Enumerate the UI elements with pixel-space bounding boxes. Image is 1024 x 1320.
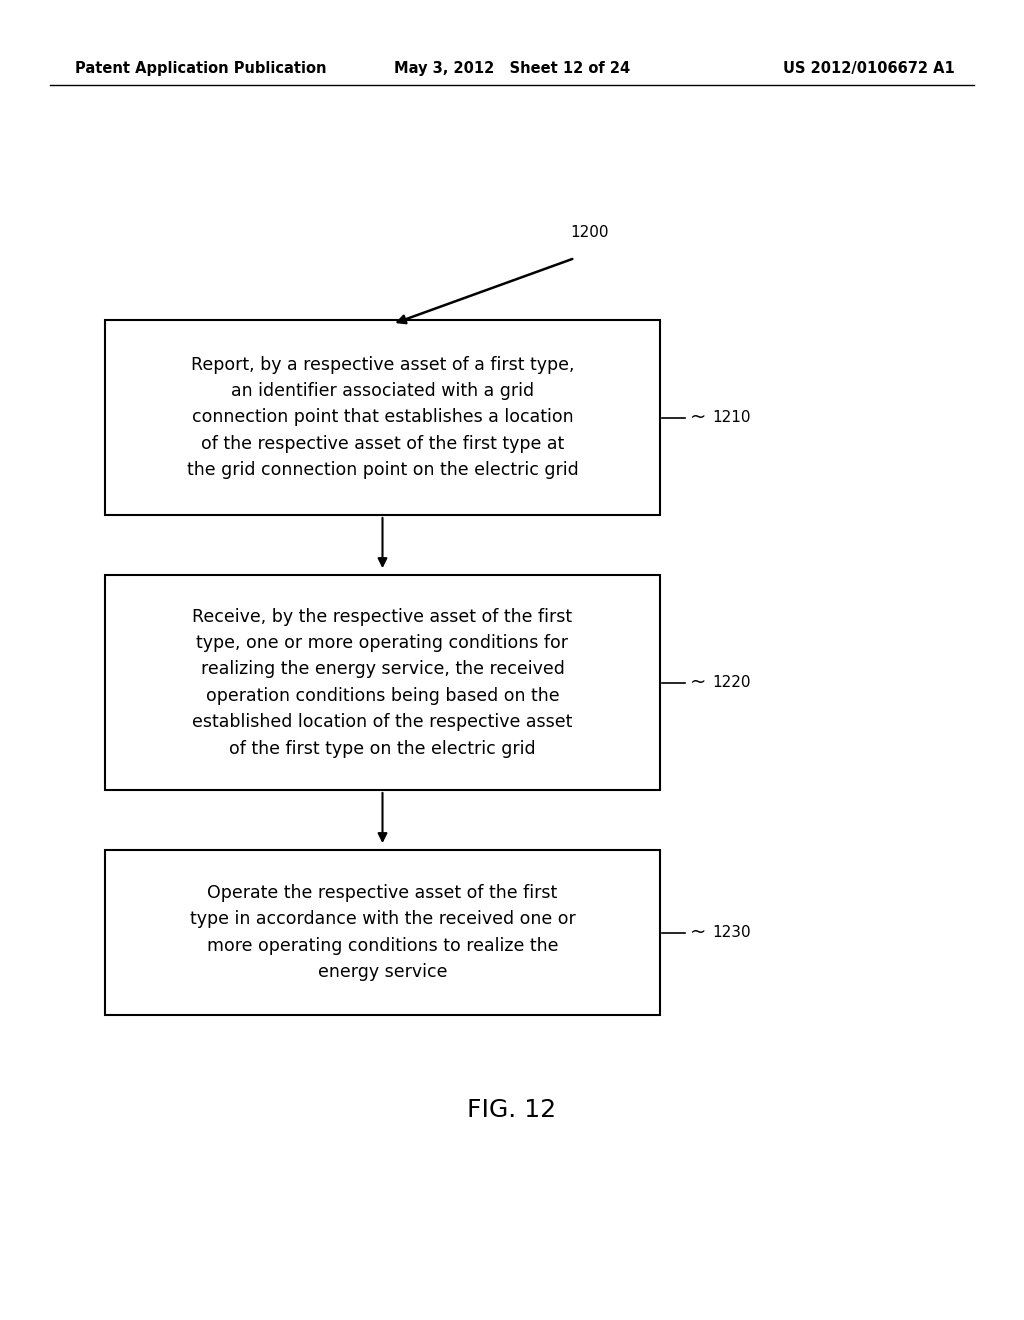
Text: FIG. 12: FIG. 12: [467, 1098, 557, 1122]
Text: ~: ~: [690, 408, 707, 426]
Text: ~: ~: [690, 923, 707, 942]
Text: ~: ~: [690, 673, 707, 692]
Text: 1220: 1220: [712, 675, 751, 690]
Text: 1210: 1210: [712, 411, 751, 425]
Text: 1230: 1230: [712, 925, 751, 940]
Bar: [105, 850, 660, 1015]
Bar: [105, 576, 660, 789]
Bar: [105, 319, 660, 515]
Text: Operate the respective asset of the first
type in accordance with the received o: Operate the respective asset of the firs…: [189, 884, 575, 981]
Text: Report, by a respective asset of a first type,
an identifier associated with a g: Report, by a respective asset of a first…: [186, 355, 579, 479]
Text: US 2012/0106672 A1: US 2012/0106672 A1: [783, 61, 955, 75]
Text: Patent Application Publication: Patent Application Publication: [75, 61, 327, 75]
Text: May 3, 2012   Sheet 12 of 24: May 3, 2012 Sheet 12 of 24: [394, 61, 630, 75]
Text: Receive, by the respective asset of the first
type, one or more operating condit: Receive, by the respective asset of the …: [193, 607, 572, 758]
Text: 1200: 1200: [570, 224, 609, 240]
